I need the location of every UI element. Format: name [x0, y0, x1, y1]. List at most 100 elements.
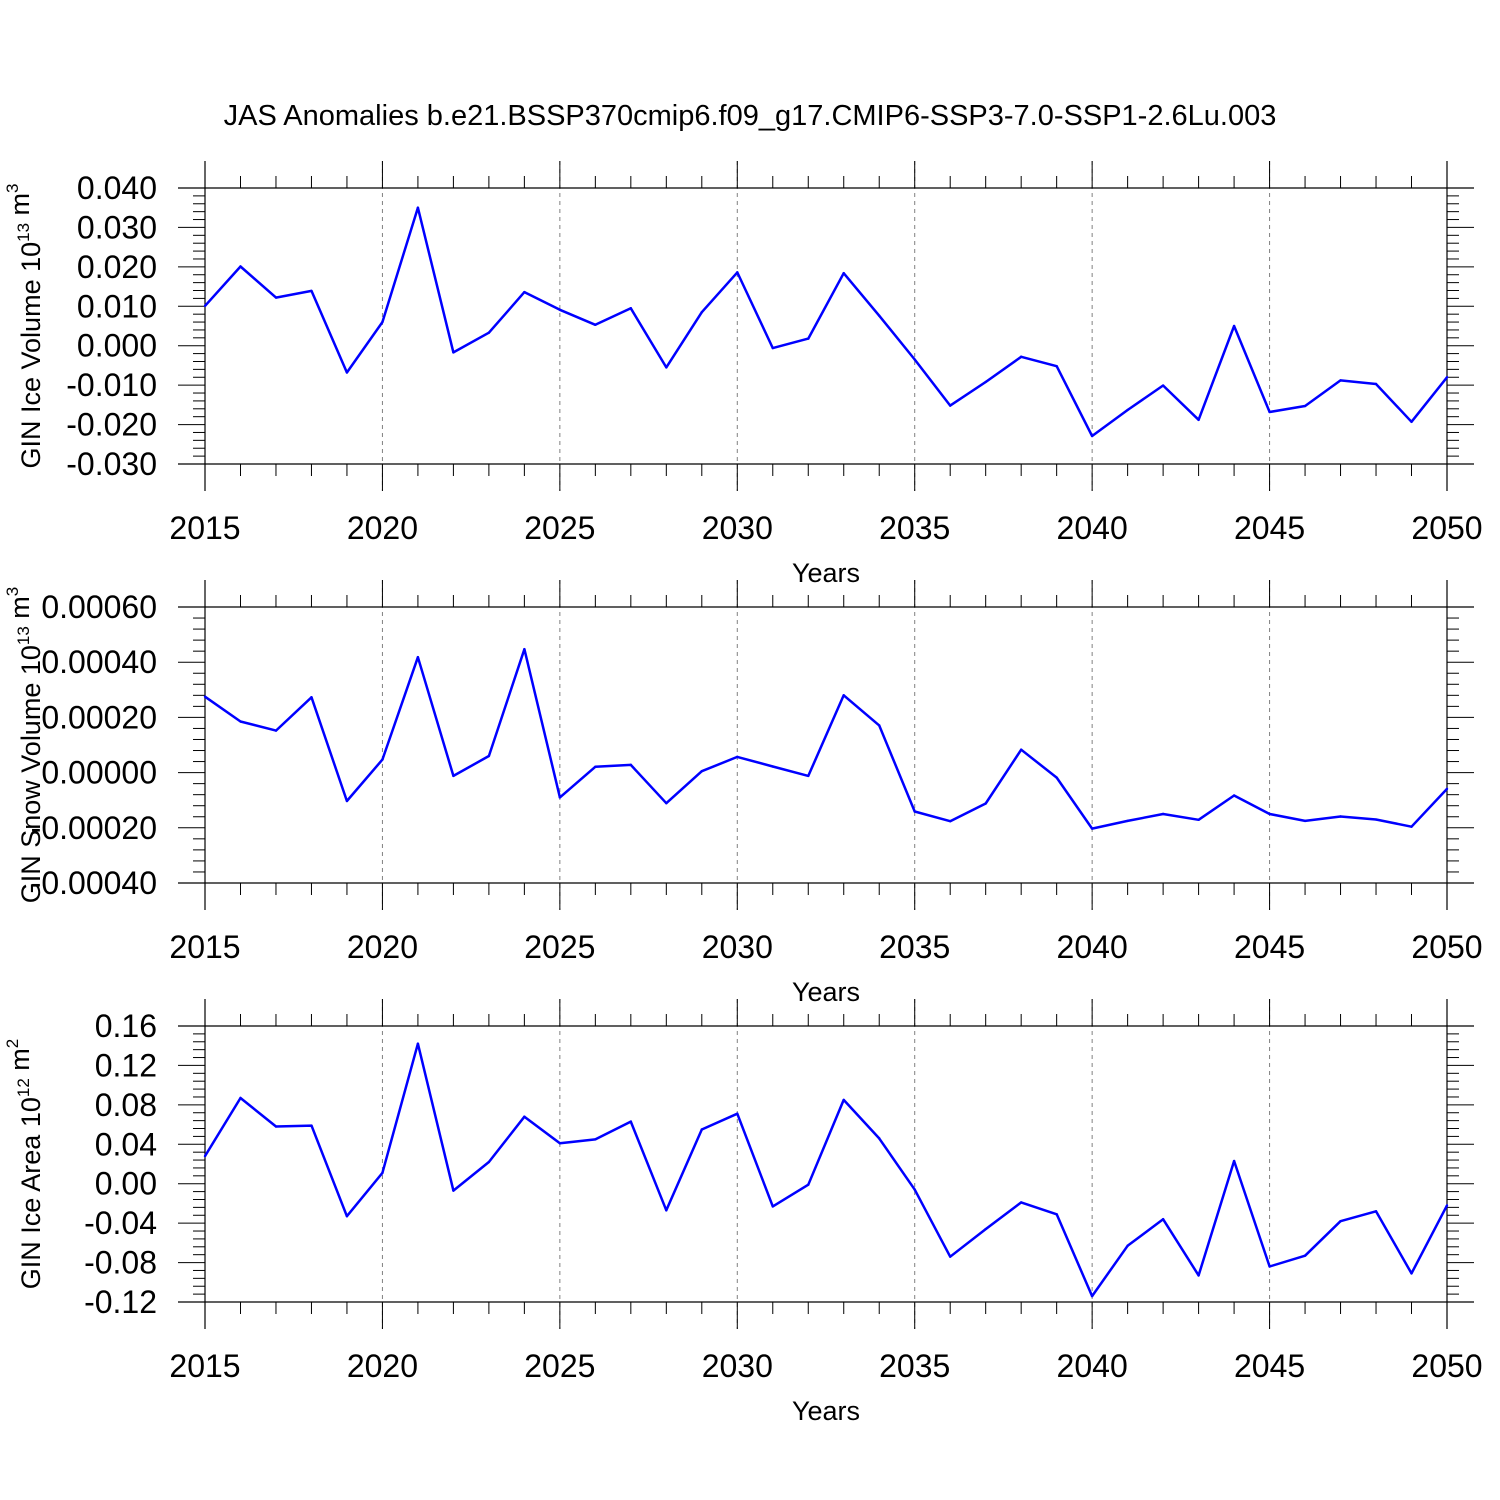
y-axis-title-superscript: 2 [3, 1039, 22, 1048]
data-point [1339, 379, 1342, 382]
data-point [1232, 794, 1236, 797]
data-point [310, 696, 313, 699]
data-point [1410, 825, 1413, 828]
x-tick-label: 2030 [702, 1348, 773, 1384]
data-point [452, 351, 455, 354]
data-point [523, 290, 526, 294]
data-point [1126, 819, 1129, 823]
data-point [594, 1138, 597, 1141]
y-tick-label: -0.00040 [31, 865, 157, 901]
y-tick-label: 0.00020 [41, 699, 157, 735]
data-point [1197, 418, 1200, 422]
data-point [949, 819, 952, 823]
data-point [1410, 420, 1413, 424]
data-point [913, 1188, 916, 1191]
data-point [1019, 355, 1023, 358]
data-point [1303, 404, 1307, 408]
x-tick-label: 2045 [1234, 510, 1305, 546]
x-tick-label: 2015 [169, 510, 240, 546]
x-tick-label: 2045 [1234, 929, 1305, 965]
data-point [984, 802, 987, 805]
y-tick-label: 0.040 [77, 170, 157, 206]
data-point [1161, 1218, 1165, 1221]
data-point [665, 366, 668, 369]
data-point [416, 1042, 420, 1045]
y-tick-label: 0.020 [77, 249, 157, 285]
y-tick-label: 0.04 [95, 1126, 157, 1162]
data-point [594, 323, 597, 327]
data-point [274, 1125, 278, 1128]
data-point [1161, 384, 1165, 387]
y-tick-label: 0.00000 [41, 755, 157, 791]
data-point [629, 763, 633, 767]
data-point [310, 1124, 313, 1127]
data-point [274, 296, 278, 299]
data-point [949, 404, 952, 407]
x-tick-label: 2050 [1411, 929, 1482, 965]
data-point [1410, 1272, 1413, 1275]
data-point [665, 802, 668, 805]
x-tick-label: 2035 [879, 1348, 950, 1384]
x-tick-label: 2020 [347, 929, 418, 965]
data-point [665, 1209, 668, 1212]
data-point [1019, 748, 1023, 751]
series-line [204, 647, 1448, 830]
data-point [310, 289, 313, 293]
y-tick-label: -0.010 [66, 367, 157, 403]
data-point [736, 271, 739, 274]
data-point [1374, 1210, 1378, 1213]
data-point [1268, 410, 1271, 414]
y-axis-title: GIN Ice Area 1012 m2 [3, 1039, 46, 1290]
data-point [239, 1096, 242, 1100]
data-point [1303, 1254, 1307, 1257]
data-point [842, 694, 845, 697]
data-point [1055, 1213, 1058, 1216]
data-point [700, 1128, 703, 1131]
data-point [487, 331, 491, 334]
data-point [203, 1154, 207, 1158]
data-point [523, 1115, 526, 1118]
data-point [1268, 1265, 1271, 1268]
y-tick-label: -0.12 [84, 1284, 157, 1320]
data-point [949, 1255, 952, 1258]
series-line [203, 1042, 1449, 1298]
data-point [1090, 434, 1094, 438]
y-axis-title-part: GIN Snow Volume 10 [16, 645, 46, 903]
x-tick-label: 2025 [524, 1348, 595, 1384]
data-point [1445, 787, 1449, 791]
data-point [345, 371, 349, 374]
x-tick-label: 2020 [347, 510, 418, 546]
data-point [842, 271, 845, 275]
y-tick-label: 0.030 [77, 209, 157, 245]
data-point [1197, 818, 1200, 821]
x-tick-label: 2040 [1057, 929, 1128, 965]
data-point [771, 1205, 774, 1208]
y-tick-label: -0.04 [84, 1205, 157, 1241]
data-point [1055, 776, 1058, 779]
y-tick-label: 0.010 [77, 288, 157, 324]
data-point [700, 770, 703, 773]
data-point [1232, 324, 1236, 328]
data-point [1126, 408, 1129, 412]
x-tick-label: 2030 [702, 510, 773, 546]
data-point [345, 799, 349, 803]
data-point [984, 1227, 987, 1231]
data-point [1019, 1201, 1023, 1204]
data-point [487, 754, 491, 758]
data-point [1090, 1294, 1094, 1298]
data-point [736, 1112, 739, 1115]
series-line [204, 206, 1448, 438]
y-axis-title-superscript: 12 [14, 1078, 33, 1097]
data-point [381, 320, 384, 324]
data-point [878, 1137, 881, 1140]
y-tick-label: 0.000 [77, 328, 157, 364]
data-point [558, 308, 562, 312]
x-tick-label: 2030 [702, 929, 773, 965]
data-point [416, 656, 420, 659]
y-axis-title-part: GIN Ice Volume 10 [16, 242, 46, 469]
data-point [700, 311, 703, 314]
data-point [878, 314, 881, 317]
data-point [736, 755, 739, 759]
